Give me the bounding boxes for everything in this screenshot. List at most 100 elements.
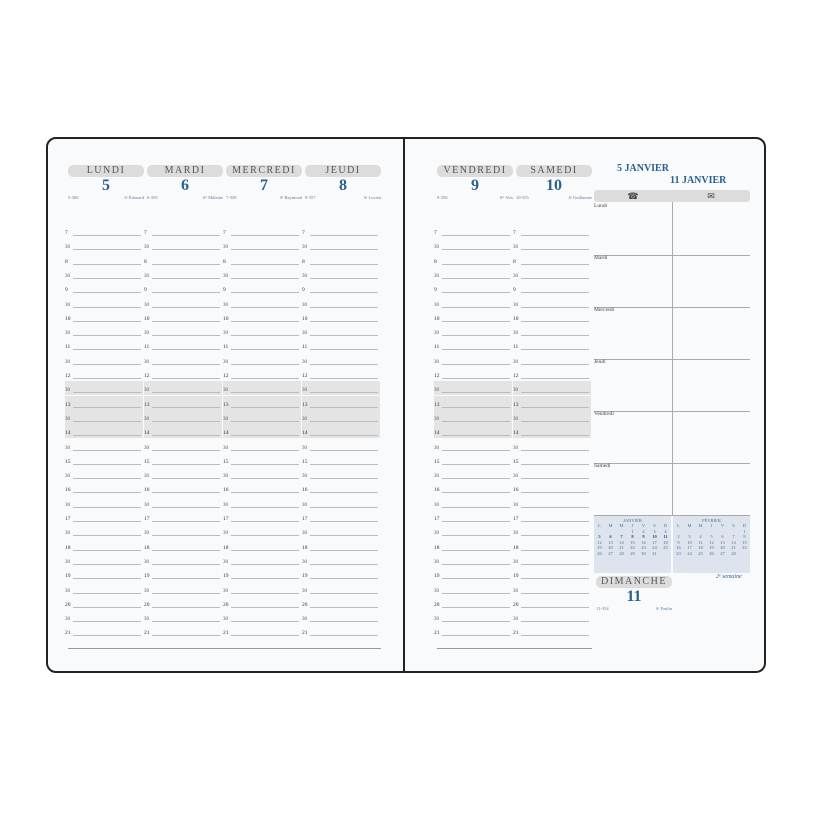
time-slot[interactable]: 15 — [223, 453, 301, 467]
time-slot[interactable]: 9 — [434, 281, 512, 295]
time-slot[interactable]: 30 — [144, 381, 222, 396]
time-slot[interactable]: 30 — [434, 238, 512, 252]
time-slot[interactable]: 17 — [513, 510, 591, 524]
time-slot[interactable]: 19 — [223, 567, 301, 581]
time-slot[interactable]: 21 — [223, 624, 301, 638]
time-slot[interactable]: 21 — [65, 624, 143, 638]
time-slot[interactable]: 11 — [144, 338, 222, 352]
time-slot[interactable]: 14 — [513, 424, 591, 439]
time-slot[interactable]: 13 — [434, 395, 512, 410]
time-slot[interactable]: 30 — [434, 409, 512, 424]
time-slot[interactable]: 30 — [223, 467, 301, 481]
time-slot[interactable]: 17 — [434, 510, 512, 524]
time-slot[interactable]: 30 — [65, 439, 143, 453]
time-slot[interactable]: 20 — [434, 596, 512, 610]
time-slot[interactable]: 13 — [302, 395, 380, 410]
time-slot[interactable]: 30 — [144, 553, 222, 567]
time-slot[interactable]: 30 — [434, 267, 512, 281]
notes-day[interactable]: Lundi — [594, 203, 750, 256]
time-slot[interactable]: 10 — [65, 310, 143, 324]
time-slot[interactable]: 30 — [223, 409, 301, 424]
notes-day[interactable]: Jeudi — [594, 359, 750, 412]
time-slot[interactable]: 8 — [434, 253, 512, 267]
time-slot[interactable]: 9 — [144, 281, 222, 295]
time-slot[interactable]: 30 — [513, 610, 591, 624]
time-slot[interactable]: 30 — [223, 381, 301, 396]
time-slot[interactable]: 30 — [434, 496, 512, 510]
time-slot[interactable]: 11 — [223, 338, 301, 352]
time-slot[interactable]: 30 — [144, 409, 222, 424]
time-slot[interactable]: 30 — [302, 353, 380, 367]
time-slot[interactable]: 30 — [302, 524, 380, 538]
time-slot[interactable]: 30 — [65, 610, 143, 624]
time-slot[interactable]: 30 — [302, 496, 380, 510]
time-slot[interactable]: 30 — [144, 296, 222, 310]
time-slot[interactable]: 30 — [302, 409, 380, 424]
time-slot[interactable]: 16 — [513, 481, 591, 495]
time-slot[interactable]: 30 — [513, 409, 591, 424]
notes-day[interactable]: Mercredi — [594, 307, 750, 360]
time-slot[interactable]: 30 — [65, 524, 143, 538]
time-slot[interactable]: 30 — [434, 467, 512, 481]
time-slot[interactable]: 16 — [434, 481, 512, 495]
time-slot[interactable]: 30 — [65, 324, 143, 338]
time-slot[interactable]: 16 — [144, 481, 222, 495]
time-slot[interactable]: 16 — [223, 481, 301, 495]
notes-day[interactable]: Mardi — [594, 255, 750, 308]
time-slot[interactable]: 18 — [223, 539, 301, 553]
time-slot[interactable]: 18 — [65, 539, 143, 553]
time-slot[interactable]: 30 — [65, 267, 143, 281]
time-slot[interactable]: 30 — [223, 553, 301, 567]
time-slot[interactable]: 15 — [513, 453, 591, 467]
time-slot[interactable]: 14 — [65, 424, 143, 439]
time-slot[interactable]: 14 — [302, 424, 380, 439]
time-slot[interactable]: 20 — [223, 596, 301, 610]
time-slot[interactable]: 11 — [434, 338, 512, 352]
time-slot[interactable]: 18 — [144, 539, 222, 553]
time-slot[interactable]: 12 — [434, 367, 512, 381]
time-slot[interactable]: 13 — [223, 395, 301, 410]
time-slot[interactable]: 30 — [513, 267, 591, 281]
time-slot[interactable]: 17 — [65, 510, 143, 524]
time-slot[interactable]: 30 — [302, 267, 380, 281]
time-slot[interactable]: 14 — [434, 424, 512, 439]
time-slot[interactable]: 9 — [513, 281, 591, 295]
time-slot[interactable]: 10 — [434, 310, 512, 324]
time-slot[interactable]: 30 — [223, 439, 301, 453]
time-slot[interactable]: 18 — [513, 539, 591, 553]
time-slot[interactable]: 8 — [144, 253, 222, 267]
time-slot[interactable]: 30 — [223, 582, 301, 596]
time-slot[interactable]: 12 — [513, 367, 591, 381]
time-slot[interactable]: 30 — [144, 496, 222, 510]
time-slot[interactable]: 7 — [434, 224, 512, 238]
time-slot[interactable]: 30 — [302, 467, 380, 481]
time-slot[interactable]: 30 — [302, 439, 380, 453]
notes-day[interactable]: Vendredi — [594, 411, 750, 464]
time-slot[interactable]: 30 — [223, 524, 301, 538]
time-slot[interactable]: 30 — [513, 353, 591, 367]
time-slot[interactable]: 8 — [65, 253, 143, 267]
time-slot[interactable]: 19 — [65, 567, 143, 581]
time-slot[interactable]: 13 — [144, 395, 222, 410]
time-slot[interactable]: 30 — [65, 353, 143, 367]
time-slot[interactable]: 21 — [144, 624, 222, 638]
time-slot[interactable]: 30 — [144, 324, 222, 338]
time-slot[interactable]: 9 — [65, 281, 143, 295]
time-slot[interactable]: 30 — [223, 496, 301, 510]
time-slot[interactable]: 7 — [302, 224, 380, 238]
time-slot[interactable]: 7 — [144, 224, 222, 238]
time-slot[interactable]: 12 — [223, 367, 301, 381]
time-slot[interactable]: 30 — [513, 296, 591, 310]
time-slot[interactable]: 13 — [513, 395, 591, 410]
time-slot[interactable]: 30 — [302, 381, 380, 396]
time-slot[interactable]: 14 — [223, 424, 301, 439]
time-slot[interactable]: 30 — [65, 496, 143, 510]
time-slot[interactable]: 30 — [513, 582, 591, 596]
time-slot[interactable]: 30 — [434, 353, 512, 367]
time-slot[interactable]: 30 — [65, 296, 143, 310]
time-slot[interactable]: 30 — [144, 238, 222, 252]
time-slot[interactable]: 30 — [65, 409, 143, 424]
time-slot[interactable]: 30 — [513, 324, 591, 338]
time-slot[interactable]: 30 — [65, 381, 143, 396]
time-slot[interactable]: 30 — [513, 238, 591, 252]
